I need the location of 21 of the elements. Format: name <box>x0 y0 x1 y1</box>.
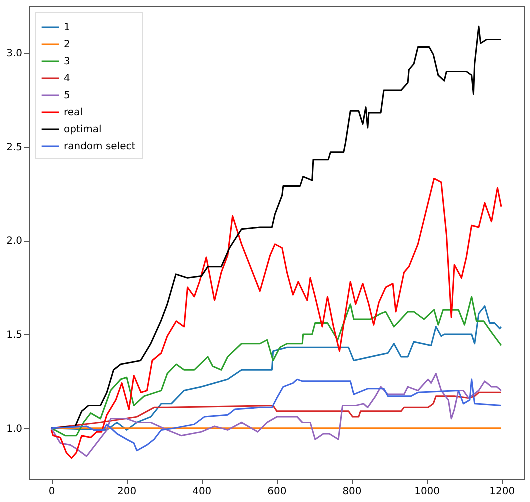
x-tick-label: 200 <box>118 486 137 498</box>
x-tick-label: 0 <box>48 486 56 498</box>
line-series <box>50 178 502 460</box>
x-tick-label: 1200 <box>490 486 516 498</box>
legend-label: real <box>64 108 83 118</box>
x-tick-label: 600 <box>268 486 287 498</box>
y-tick-label: 2.0 <box>6 236 22 248</box>
legend-label: optimal <box>64 124 102 136</box>
legend-label: 1 <box>64 22 70 34</box>
legend-label: 4 <box>64 74 70 84</box>
x-tick-label: 400 <box>192 486 212 498</box>
x-tick-label: 1000 <box>414 486 440 498</box>
y-tick-label: 2.5 <box>6 142 22 154</box>
legend-label: 5 <box>64 90 70 102</box>
legend-label: random select <box>64 142 136 152</box>
y-tick-label: 1.0 <box>6 424 22 435</box>
legend-label: 2 <box>64 40 70 50</box>
legend-label: 3 <box>64 56 70 68</box>
y-tick-label: 3.0 <box>6 48 22 60</box>
y-tick-label: 1.5 <box>6 330 22 341</box>
x-tick-label: 800 <box>342 486 362 498</box>
